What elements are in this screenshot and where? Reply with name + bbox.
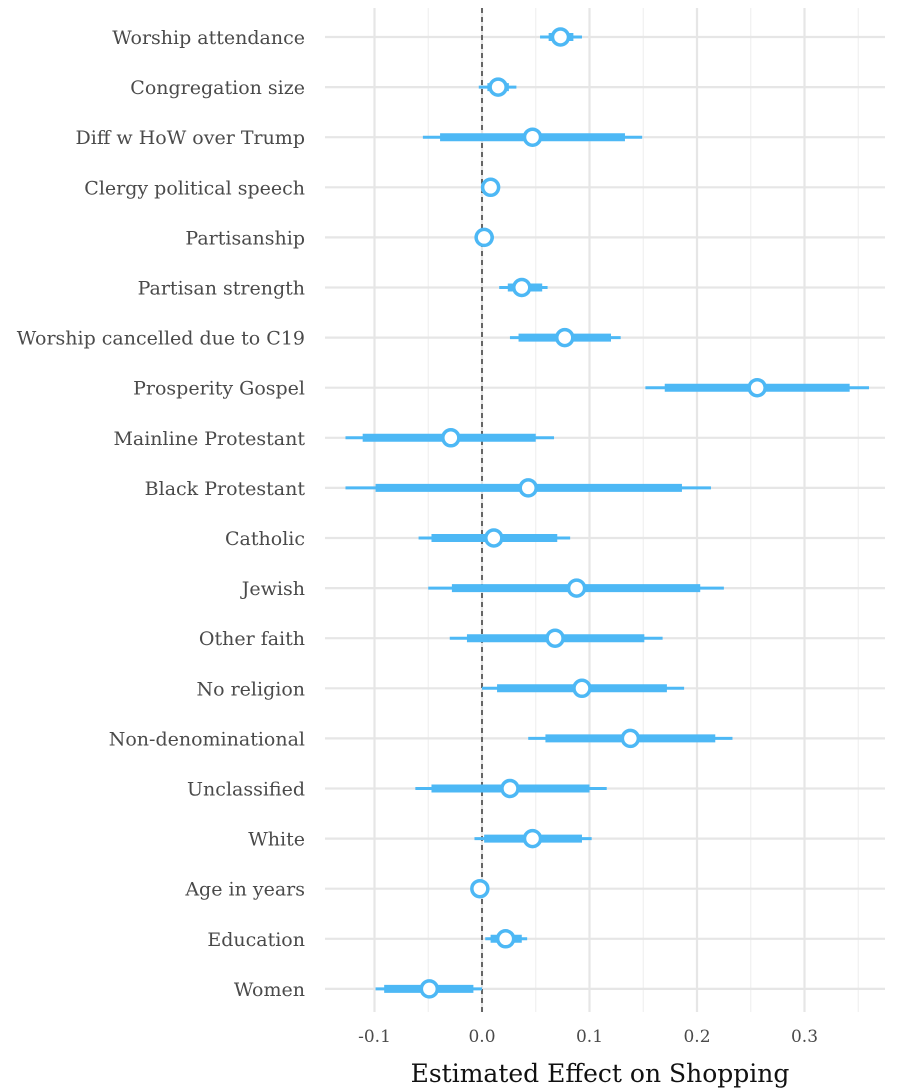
row-label: Mainline Protestant bbox=[113, 428, 305, 450]
row-label: No religion bbox=[197, 678, 306, 700]
point-estimate bbox=[470, 878, 490, 899]
row-label: Education bbox=[207, 929, 305, 951]
row-label: Prosperity Gospel bbox=[133, 378, 305, 400]
point-estimate bbox=[522, 127, 543, 147]
grid-lines bbox=[325, 8, 885, 1012]
row-label: Diff w HoW over Trump bbox=[76, 127, 305, 149]
row-label: Congregation size bbox=[130, 77, 305, 99]
x-axis-ticks: -0.1 0.0 0.1 0.2 0.3 bbox=[358, 1027, 818, 1047]
row-label: Worship cancelled due to C19 bbox=[17, 328, 305, 350]
point-estimate bbox=[512, 277, 532, 298]
x-tick-label: 0.0 bbox=[468, 1027, 495, 1047]
point-estimate bbox=[747, 377, 767, 398]
row-label: Age in years bbox=[184, 879, 305, 901]
row-label: Jewish bbox=[240, 578, 305, 600]
point-estimate bbox=[550, 27, 571, 47]
estimate-marks bbox=[345, 27, 869, 999]
row-label: Clergy political speech bbox=[84, 177, 305, 199]
row-label: Partisanship bbox=[185, 227, 305, 249]
point-estimate bbox=[566, 578, 587, 598]
row-label: Worship attendance bbox=[112, 27, 305, 49]
point-estimate bbox=[500, 778, 520, 799]
x-axis-title: Estimated Effect on Shopping bbox=[411, 1059, 790, 1088]
x-tick-label: 0.2 bbox=[683, 1027, 710, 1047]
point-estimate bbox=[545, 628, 565, 648]
x-tick-label: -0.1 bbox=[358, 1027, 391, 1047]
point-estimate bbox=[572, 678, 592, 699]
row-label: Women bbox=[234, 979, 305, 1001]
point-estimate bbox=[484, 528, 504, 548]
row-label: Non-denominational bbox=[109, 728, 305, 750]
row-labels: Worship attendance Congregation size Diff … bbox=[17, 27, 306, 1001]
point-estimate bbox=[495, 929, 516, 949]
point-estimate bbox=[480, 177, 501, 198]
row-label: Partisan strength bbox=[138, 278, 305, 300]
point-estimate bbox=[488, 77, 508, 97]
row-label: Other faith bbox=[199, 628, 305, 650]
point-estimate bbox=[419, 979, 440, 999]
point-estimate bbox=[620, 728, 641, 749]
point-estimate bbox=[474, 227, 494, 248]
x-tick-label: 0.3 bbox=[791, 1027, 818, 1047]
row-label: Black Protestant bbox=[145, 478, 306, 500]
point-estimate bbox=[522, 828, 543, 849]
point-estimate bbox=[518, 478, 538, 498]
x-tick-label: 0.1 bbox=[576, 1027, 603, 1047]
row-label: Catholic bbox=[225, 528, 305, 550]
row-label: White bbox=[248, 829, 305, 851]
point-estimate bbox=[555, 327, 575, 348]
point-estimate bbox=[441, 428, 461, 448]
row-label: Unclassified bbox=[187, 779, 305, 801]
